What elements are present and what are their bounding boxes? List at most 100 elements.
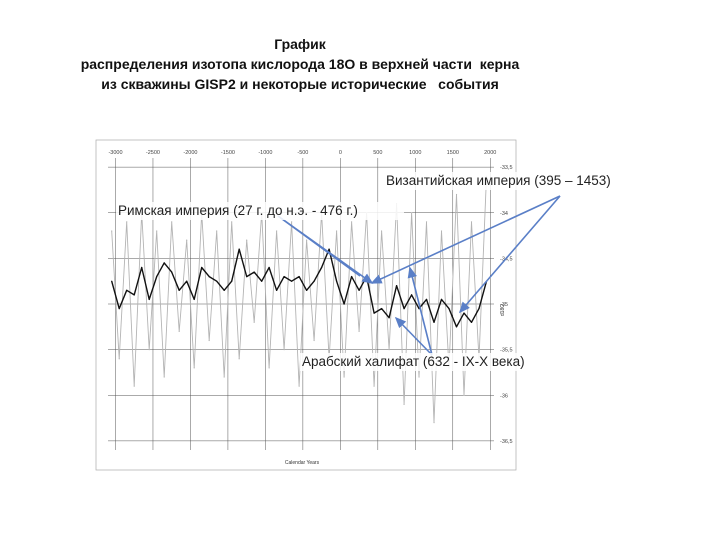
raw-series-line-point xyxy=(433,422,435,424)
raw-series-line-point xyxy=(118,358,120,360)
arrow-roman-2 xyxy=(277,215,361,277)
y-tick-label: -33,5 xyxy=(500,165,513,171)
smoothed-series-line-point xyxy=(336,280,338,282)
smoothed-series-line-point xyxy=(148,298,150,301)
raw-series-line-point xyxy=(156,230,158,232)
raw-series-line-point xyxy=(283,349,285,351)
y-axis-label: d18O xyxy=(500,304,506,316)
smoothed-series-line-point xyxy=(358,289,360,291)
smoothed-series-line-point xyxy=(126,289,128,291)
smoothed-series-line-point xyxy=(321,266,323,269)
smoothed-series-line-point xyxy=(418,307,420,310)
raw-series-line-point xyxy=(373,385,375,387)
smoothed-series-line-point xyxy=(410,294,413,296)
smoothed-series-line-point xyxy=(193,298,195,301)
smoothed-series-line-point xyxy=(276,289,278,291)
raw-series-line-point xyxy=(440,230,443,232)
smoothed-series-line-point xyxy=(403,307,405,310)
raw-series-line-point xyxy=(253,321,255,323)
title-line-3: из скважины GISP2 и некоторые историческ… xyxy=(101,76,499,92)
arrow-byzantine-1 xyxy=(370,195,561,284)
smoothed-series-line-point xyxy=(380,307,383,310)
smoothed-series-line-point xyxy=(470,321,473,323)
raw-series-line-point xyxy=(148,349,150,351)
smoothed-series-line-point xyxy=(253,271,255,273)
raw-series-line-point xyxy=(425,221,428,223)
smoothed-series-line-point xyxy=(178,289,180,291)
smoothed-series-line-point xyxy=(365,276,368,278)
annot-byzantine-bg xyxy=(384,172,646,190)
x-tick-label: 500 xyxy=(373,150,382,156)
smoothed-series-layer xyxy=(111,248,488,328)
smoothed-series-line-point xyxy=(373,312,375,314)
x-tick-label: -1500 xyxy=(221,150,235,156)
raw-series-line-point xyxy=(313,339,315,342)
x-tick-label: 2000 xyxy=(484,150,496,156)
y-tick-label: -36 xyxy=(500,393,508,399)
smoothed-series-line-point xyxy=(313,280,315,282)
smoothed-series-line-point xyxy=(463,312,465,314)
arrow-arab-2 xyxy=(394,316,433,356)
annotation-arab-caliphate: Арабский халифат (632 - IX-X века) xyxy=(302,354,525,369)
raw-series-line-point xyxy=(276,230,278,232)
raw-series-line-point xyxy=(216,230,218,232)
raw-series-line-point xyxy=(291,221,293,223)
x-tick-label: -2000 xyxy=(183,150,197,156)
smoothed-series-line-point xyxy=(343,303,345,305)
raw-series-line-point xyxy=(238,358,240,360)
smoothed-series-line-point xyxy=(261,280,263,282)
y-tick-label: -36,5 xyxy=(500,439,513,445)
raw-series-line-point xyxy=(336,230,338,232)
smoothed-series-line-point xyxy=(238,248,240,250)
smoothed-series-line-point xyxy=(216,280,218,282)
annotation-byzantine-empire: Византийская империя (395 – 1453) xyxy=(386,173,611,188)
smoothed-series-line-point xyxy=(118,307,120,310)
raw-series-line-point xyxy=(343,376,345,378)
y-tick-label: -35,5 xyxy=(500,348,513,354)
arrow-arab-1 xyxy=(407,266,433,356)
x-tick-label: -2500 xyxy=(146,150,160,156)
smoothed-series-line-point xyxy=(223,289,225,291)
raw-series-line-point xyxy=(306,239,308,241)
smoothed-series-line-point xyxy=(156,276,158,278)
annot-arab-bg xyxy=(300,353,556,371)
x-tick-label: 0 xyxy=(339,150,342,156)
raw-series-line-point xyxy=(410,212,413,214)
raw-series-line-point xyxy=(463,394,465,396)
y-tick-label: -35 xyxy=(500,302,508,308)
annotation-roman-empire: Римская империя (27 г. до н.э. - 476 г.) xyxy=(118,203,358,218)
smoothed-series-line-point xyxy=(350,276,353,278)
x-axis-label: Calendar Years xyxy=(285,460,320,466)
smoothed-series-line-point xyxy=(171,271,173,273)
smoothed-series-line-point xyxy=(186,280,188,282)
raw-series-line-point xyxy=(246,239,248,241)
raw-series-line-point xyxy=(133,385,135,387)
smoothed-series-line-point xyxy=(291,280,293,282)
smoothed-series-line-point xyxy=(306,289,308,291)
smoothed-series-line-point xyxy=(163,262,165,264)
raw-series-line-point xyxy=(126,221,128,223)
smoothed-series-line-point xyxy=(201,266,203,269)
smoothed-series-line-point xyxy=(141,266,143,269)
raw-series-line-point xyxy=(350,221,353,223)
smoothed-series-line-point xyxy=(208,276,210,278)
raw-series-line-point xyxy=(268,367,270,369)
smoothed-series-line-point xyxy=(246,276,248,278)
raw-series-line-point xyxy=(111,230,113,232)
raw-series-line-point xyxy=(418,376,420,378)
raw-series-line-point xyxy=(403,403,405,405)
title-line-1: График xyxy=(274,36,326,52)
x-tick-label: -1000 xyxy=(258,150,272,156)
raw-series-line-point xyxy=(388,349,390,351)
smoothed-series-line-point xyxy=(433,321,435,323)
smoothed-series-line-point xyxy=(133,294,135,296)
tick-labels: -3000 -2500 -2000 -1500 -1000 -500 0 500 1000 150… xyxy=(108,150,512,445)
arrow-byzantine-2 xyxy=(458,195,561,314)
raw-series-line-point xyxy=(163,376,165,378)
annot-roman-bg xyxy=(116,202,404,220)
y-tick-label: -34 xyxy=(500,211,508,217)
smoothed-series-line-point xyxy=(455,326,458,328)
x-tick-label: -3000 xyxy=(108,150,122,156)
smoothed-series-line-point xyxy=(268,266,270,269)
